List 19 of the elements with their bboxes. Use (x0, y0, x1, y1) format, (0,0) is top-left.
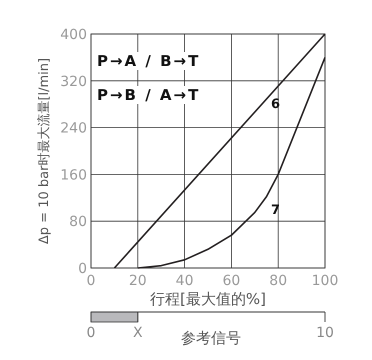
x-tick-label: X (133, 325, 144, 341)
y-tick-label: 240 (60, 120, 87, 137)
x-tick-label: 60 (222, 273, 240, 289)
x-tick-label: 80 (269, 273, 288, 289)
x-axis-title: 行程[最大值的%] (150, 290, 266, 308)
x-axis-title: 参考信号 (181, 329, 241, 347)
line-series (137, 56, 326, 269)
y-tick-label: 0 (78, 261, 87, 277)
x-tick-label: 40 (176, 273, 194, 289)
y-tick-label: 400 (60, 27, 87, 43)
y-axis-title: Δp = 10 bar时最大流量[l/min] (36, 58, 52, 244)
x-tick-label: 10 (316, 325, 334, 341)
y-tick-label: 160 (60, 167, 87, 184)
x-tick-label: 100 (312, 273, 338, 289)
annotation: P→A / B→T (97, 52, 200, 70)
x-tick-label: 20 (128, 273, 147, 289)
annotation: P→B / A→T (97, 86, 200, 104)
y-tick-label: 80 (69, 214, 87, 230)
y-tick-label: 320 (60, 74, 87, 90)
